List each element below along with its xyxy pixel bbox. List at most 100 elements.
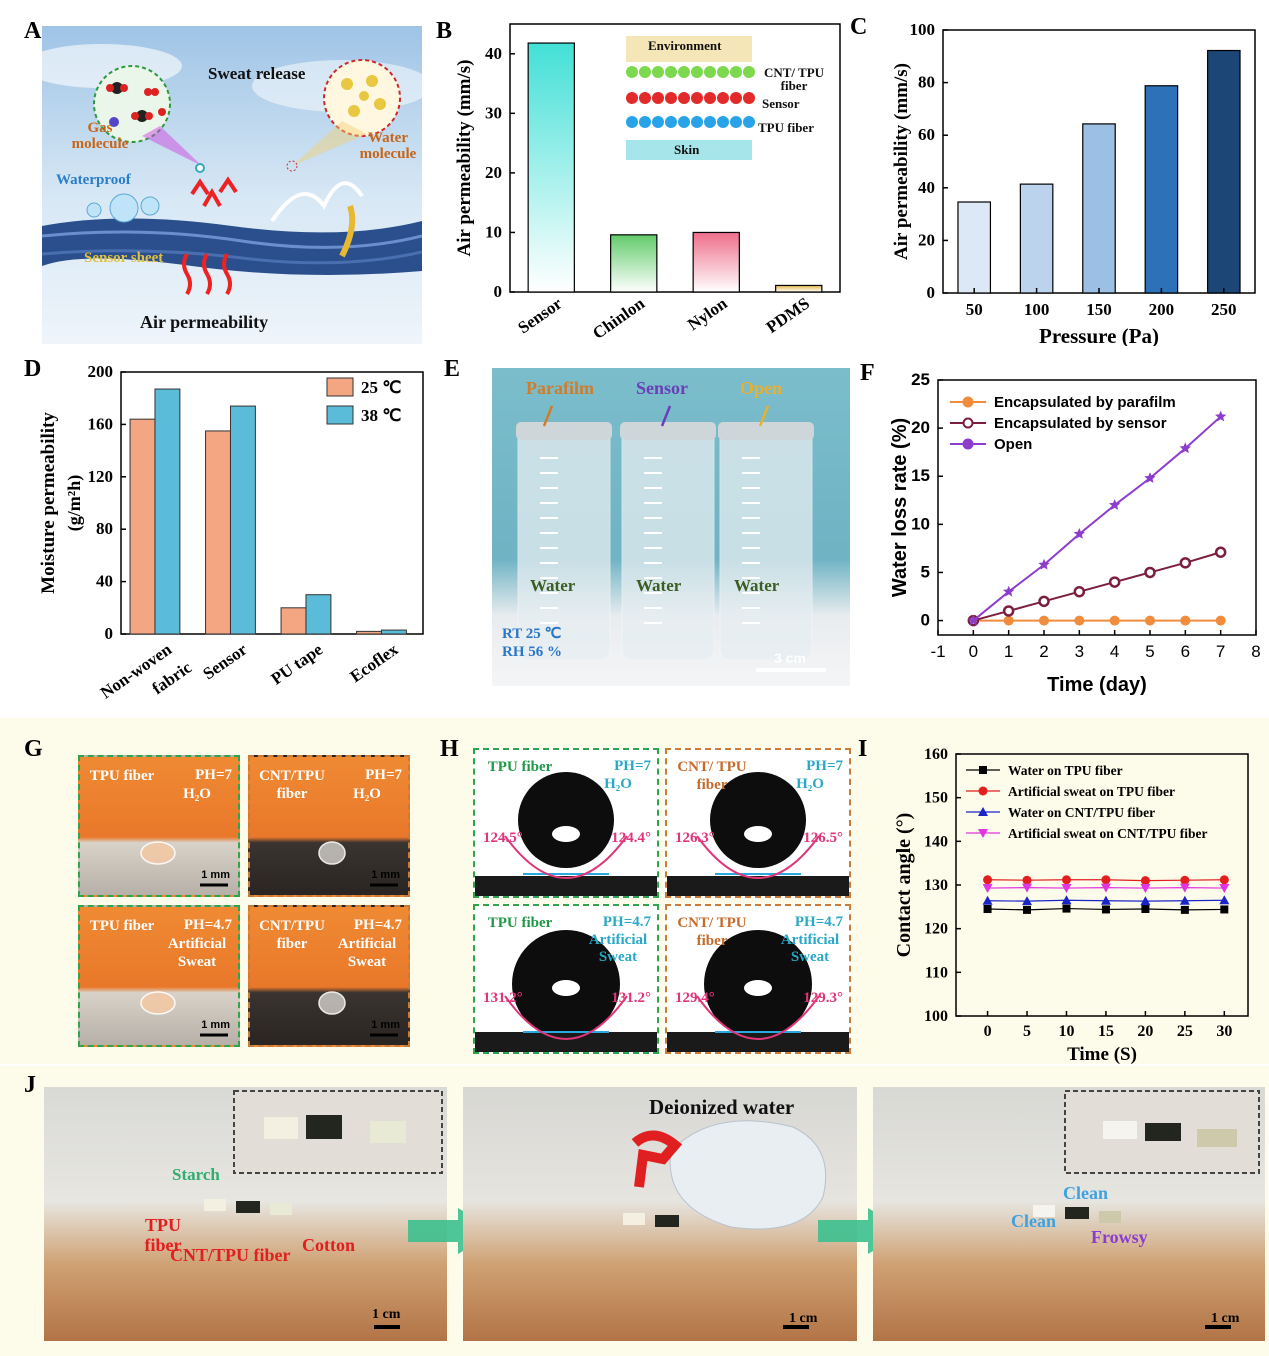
i-point-2-6 [1219,895,1230,905]
b-bar-sensor [527,42,575,293]
h-liq-1: H₂O [796,776,824,792]
d-bar-1-3 [380,629,407,635]
inset-fiber-dot-2-7 [717,116,729,128]
d-ylabel-unit: (g/m²h) [64,475,85,531]
f-point-0-7 [1215,615,1226,626]
g-cond-1: PH=7 [365,767,402,783]
b-ytick-label-0: 0 [494,282,503,301]
b-ylabel: Air permeability (mm/s) [454,60,475,257]
rh-text: RH 56 % [502,644,562,660]
h-cell-2: TPU fiber PH=4.7 Artificial Sweat 131.2°… [473,904,659,1054]
panel-b-inset: Environment CNT/ TPU fiber Sensor TPU fi… [618,36,834,160]
f-ytick-label-4: 20 [911,418,930,437]
panel-label-f: F [860,360,875,386]
f-point-0-2 [1039,615,1049,626]
i-point-3-1 [1022,883,1033,893]
h-fiber-3: CNT/ TPU fiber [677,915,747,949]
f-point-0-5 [1145,615,1155,626]
c-ytick-label-3: 60 [918,125,935,144]
i-ytick-label-6: 160 [924,746,948,763]
f-plot-frame [937,379,1257,636]
i-point-2-0 [982,895,993,905]
inset-fiber-dot-1-5 [691,92,703,104]
d-bar-0-0 [129,418,156,635]
i-point-0-2 [1062,904,1071,913]
clean-label-2: Clean [1011,1211,1056,1231]
f-xtick-label-4: 3 [1075,642,1084,661]
b-bar-chinlon [610,234,658,293]
inset-fiber-dot-0-7 [717,66,729,78]
panel-label-c: C [850,14,868,40]
b-ytick-label-1: 10 [485,222,502,241]
f-ytick-label-1: 5 [921,562,930,581]
inset-fiber-dot-0-9 [743,66,755,78]
g-drop-svg-3 [318,991,398,1037]
panel-b-inset-svg [626,36,755,160]
h-cond-0: PH=7 [614,758,651,774]
g-liq-0: H₂O [183,786,211,802]
d-ytick-label-2: 80 [96,519,113,538]
h-drop-svg-0 [475,772,657,896]
i-point-2-5 [1179,895,1190,905]
tube-cap-open [718,422,814,440]
i-point-1-5 [1180,875,1190,885]
water-molecule-text: Water molecule [359,130,417,162]
h-left-angle-1: 126.3° [675,830,715,846]
b-xtick-label-1: Chinlon [589,293,648,342]
i-ytick-label-3: 130 [924,877,948,894]
g-scale-2: 1 mm [201,1019,230,1031]
i-point-3-5 [1179,883,1190,893]
b-bar-pdms [775,284,823,293]
f-point-0-1 [1003,615,1014,626]
tube-open [719,429,813,661]
i-point-1-1 [1022,875,1032,885]
i-xtick-label-3: 15 [1098,1023,1114,1040]
g-liq-1: H₂O [353,786,381,802]
h-fiber-0: TPU fiber [487,759,553,775]
h-highlight-2 [552,980,580,996]
inset-skin: Skin [674,142,700,157]
f-point-2-7 [1215,410,1227,422]
f-legend-marker-0 [962,396,974,408]
c-bar-250 [1206,49,1241,294]
frowsy-label: Frowsy [1091,1227,1148,1247]
inset-fiber-dot-1-9 [743,92,755,104]
chart-i: 100 110 120 130 140 150 160 Contact angle (°) 0 5… [893,746,1249,1064]
i-point-2-1 [1022,896,1033,906]
g-cell-3: CNT/TPU fiber PH=4.7 Artificial Sweat 1 … [248,905,410,1047]
g-drop-svg-1 [318,841,398,887]
i-ytick-label-5: 150 [924,790,948,807]
d-plot-frame [120,371,424,635]
d-legend-label-1: 38 ℃ [361,406,401,425]
i-point-2-3 [1100,895,1111,905]
label-parafilm: Parafilm [526,378,594,398]
d-legend-swatch-0 [326,377,354,397]
h-substrate-3 [667,1032,849,1052]
i-point-1-6 [1219,875,1229,885]
h-highlight-3 [744,980,772,996]
f-point-1-4 [1108,576,1121,588]
scale-j1: 1 cm [372,1307,401,1322]
arrow-open [758,405,770,427]
g-cond-2: PH=4.7 [183,917,232,933]
panel-j3-svg [1033,1090,1260,1329]
f-point-1-1 [1002,605,1015,617]
panel-e-photo: Parafilm Sensor Open Water Water Water R… [492,368,850,686]
rt-text: RT 25 ℃ [502,626,562,642]
inset-fiber-dot-1-1 [639,92,651,104]
sensor-sheet-text: Sensor sheet [84,250,164,266]
f-legend-label-2: Open [994,436,1032,453]
i-legend-marker-0 [979,766,987,774]
arrow-sensor [660,405,672,427]
inset-fiber-dot-0-8 [730,66,742,78]
label-sensor: Sensor [636,378,689,398]
f-legend-marker-2 [962,438,974,450]
panel-label-d: D [24,356,42,382]
g-droplet-2 [140,991,176,1015]
c-xtick-label-3: 200 [1149,300,1175,319]
tube-cap-sensor [620,422,716,440]
b-xtick-label-3: PDMS [763,294,813,337]
c-xtick-label-1: 100 [1024,300,1050,319]
panel-a-illustration: Sweat release Gas molecule Water molecul… [42,26,422,344]
h-angle-arc-1 [696,835,820,879]
